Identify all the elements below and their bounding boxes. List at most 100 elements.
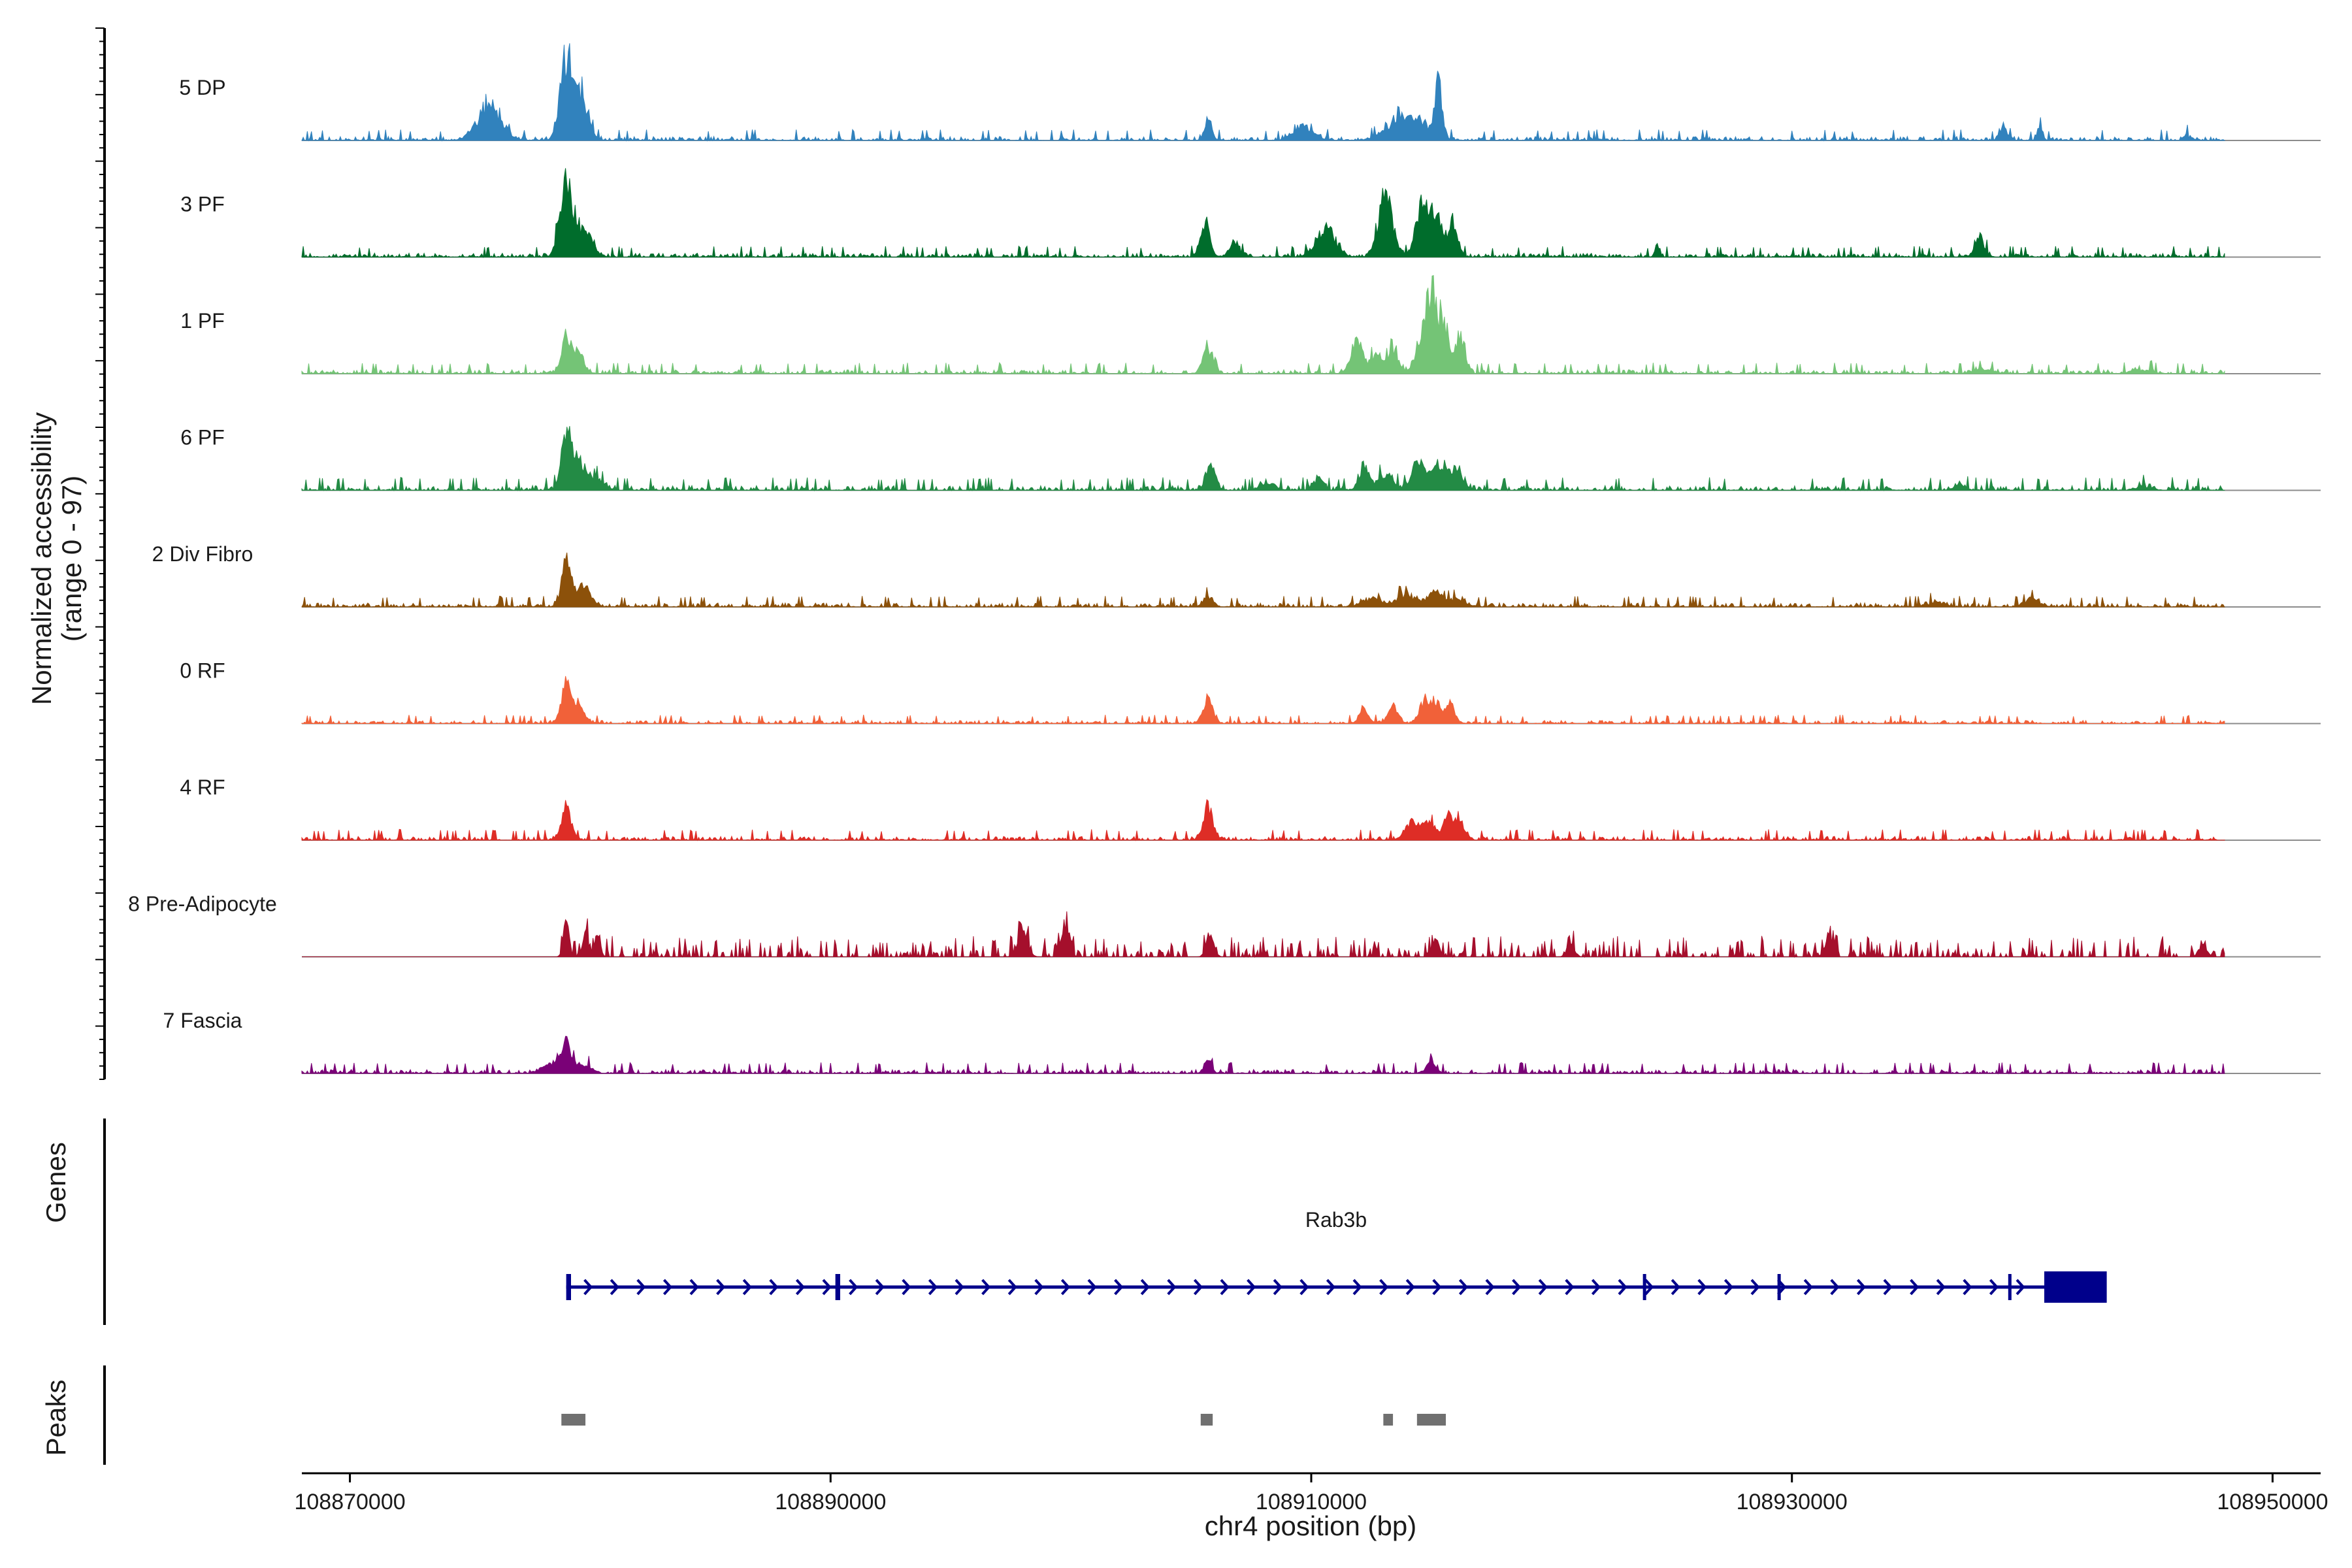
strand-arrow [1538, 1279, 1548, 1296]
peak-region [1383, 1414, 1394, 1426]
x-tick-label: 108890000 [775, 1490, 886, 1514]
strand-arrow [689, 1279, 699, 1296]
y-axis-label: Normalized accessibility [26, 412, 57, 705]
peaks-track-label: Peaks [41, 1380, 71, 1456]
strand-arrow [769, 1279, 779, 1296]
x-tick-label: 108910000 [1256, 1490, 1367, 1514]
coverage-track: 4 RF [180, 776, 2321, 841]
strand-arrow [1193, 1279, 1203, 1296]
peaks-track [561, 1414, 1446, 1426]
gene-exon [1642, 1274, 1646, 1300]
coverage-area [301, 43, 2226, 142]
y-axis-range-label: (range 0 - 97) [56, 476, 87, 642]
strand-arrow [1618, 1279, 1627, 1296]
coverage-area [301, 676, 2225, 725]
strand-arrow [1247, 1279, 1256, 1296]
strand-arrow [1485, 1279, 1495, 1296]
strand-arrow [1432, 1279, 1442, 1296]
x-tick-label: 108870000 [294, 1490, 405, 1514]
coverage-track: 1 PF [180, 275, 2321, 375]
y-axis-layer [95, 27, 106, 1465]
x-axis-title: chr4 position (bp) [1205, 1511, 1417, 1541]
coverage-track: 2 Div Fibro [152, 542, 2321, 608]
strand-arrow [1856, 1279, 1867, 1296]
coverage-area [301, 426, 2225, 492]
strand-arrow [636, 1279, 646, 1296]
track-label: 4 RF [180, 776, 225, 799]
peak-region [1416, 1414, 1446, 1426]
coverage-track: 5 DP [179, 43, 2321, 142]
strand-arrow [1936, 1279, 1946, 1296]
strand-arrow [1723, 1279, 1734, 1296]
strand-arrow [1750, 1279, 1760, 1296]
strand-arrow [1910, 1279, 1919, 1296]
coverage-track: 8 Pre-Adipocyte [128, 892, 2321, 958]
strand-arrow [1830, 1279, 1840, 1296]
strand-arrow [1565, 1279, 1575, 1296]
strand-arrow [583, 1279, 593, 1296]
strand-arrow [742, 1279, 752, 1296]
strand-arrow [1671, 1279, 1680, 1296]
x-axis: 108870000 108890000 108910000 108930000 1089… [294, 1472, 2328, 1514]
peak-region [1200, 1414, 1213, 1426]
strand-arrow [822, 1279, 832, 1296]
strand-arrow [716, 1279, 726, 1296]
track-label: 7 Fascia [163, 1009, 242, 1032]
track-label: 1 PF [180, 309, 225, 333]
strand-arrow [1803, 1279, 1813, 1296]
strand-arrow [1299, 1279, 1309, 1296]
strand-arrow [1352, 1279, 1362, 1296]
gene-exon [835, 1274, 840, 1300]
coverage-area [301, 275, 2225, 375]
strand-arrow [610, 1279, 619, 1296]
peak-region [561, 1414, 586, 1426]
gene-exon [2008, 1274, 2012, 1300]
coverage-tracks: 5 DP 3 PF 1 PF 6 PF 2 Div Fibro 0 RF 4 RF 8 Pre… [128, 43, 2321, 1075]
strand-arrow [849, 1279, 858, 1296]
gene-terminal-exon [2044, 1271, 2107, 1303]
coverage-track: 6 PF [180, 426, 2321, 492]
strand-arrow [1114, 1279, 1124, 1296]
strand-arrow [1405, 1279, 1415, 1296]
x-tick-label: 108930000 [1737, 1490, 1848, 1514]
strand-arrow [1060, 1279, 1071, 1296]
track-label: 0 RF [180, 659, 225, 683]
strand-arrow [1379, 1279, 1389, 1296]
strand-arrow [1591, 1279, 1601, 1296]
gene-name-label: Rab3b [1305, 1208, 1367, 1232]
coverage-area [301, 1036, 2225, 1075]
strand-arrow [1034, 1279, 1044, 1296]
track-label: 5 DP [179, 76, 225, 99]
strand-arrow [1087, 1279, 1097, 1296]
coverage-area [301, 552, 2225, 608]
strand-arrow [1007, 1279, 1017, 1296]
strand-arrow [1326, 1279, 1336, 1296]
coverage-area [301, 798, 2225, 841]
strand-arrow [955, 1279, 964, 1296]
coverage-area [302, 911, 2225, 958]
strand-arrow [1512, 1279, 1522, 1296]
strand-arrow [981, 1279, 991, 1296]
track-label: 2 Div Fibro [152, 542, 253, 566]
coverage-track: 0 RF [180, 659, 2321, 725]
strand-arrow [1883, 1279, 1893, 1296]
strand-arrow [1273, 1279, 1282, 1296]
strand-arrow [1644, 1279, 1654, 1296]
gene-exon [566, 1274, 571, 1300]
strand-arrow [1140, 1279, 1150, 1296]
strand-arrow [1989, 1279, 1999, 1296]
coverage-area [301, 168, 2225, 259]
coverage-track: 3 PF [180, 168, 2321, 259]
gene-track [566, 1271, 2107, 1303]
strand-arrow [2016, 1279, 2025, 1296]
strand-arrow [1167, 1279, 1177, 1296]
x-tick-label: 108950000 [2217, 1490, 2328, 1514]
track-label: 8 Pre-Adipocyte [128, 892, 277, 916]
strand-arrow [1697, 1279, 1707, 1296]
genes-track-label: Genes [41, 1142, 71, 1223]
strand-arrow [902, 1279, 911, 1296]
strand-arrow [1963, 1279, 1972, 1296]
track-label: 6 PF [180, 426, 225, 449]
strand-arrow [1220, 1279, 1230, 1296]
